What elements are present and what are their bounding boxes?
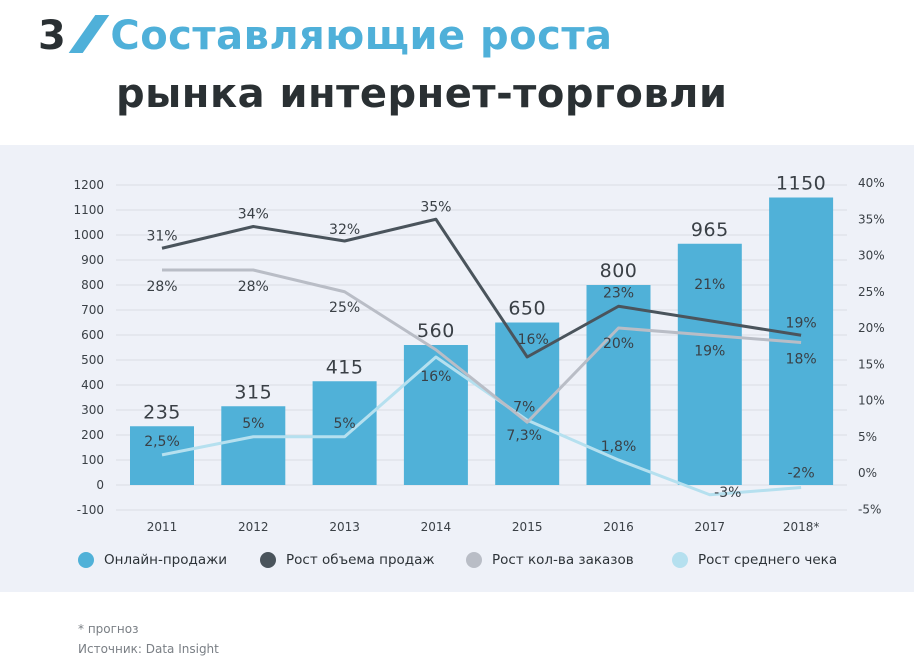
line-value-label: 16%: [518, 332, 549, 348]
left-tick-label: 800: [81, 278, 104, 292]
x-tick-label: 2012: [238, 520, 269, 534]
legend-label: Рост объема продаж: [286, 552, 435, 568]
line-value-label: 28%: [146, 279, 177, 295]
line-value-label: 19%: [786, 315, 817, 331]
legend-item-sales: Онлайн-продажи: [78, 552, 227, 568]
left-tick-label: 100: [81, 453, 104, 467]
bar-value-label: 650: [508, 298, 546, 320]
bar-value-label: 235: [143, 401, 181, 423]
left-tick-label: 600: [81, 328, 104, 342]
left-tick-label: 1200: [73, 178, 104, 192]
line-value-label: 31%: [146, 228, 177, 244]
right-tick-label: 40%: [858, 176, 885, 190]
left-tick-label: 700: [81, 303, 104, 317]
bar-value-label: 415: [326, 356, 364, 378]
line-value-label: 20%: [603, 336, 634, 352]
line-value-label: 18%: [786, 352, 817, 368]
line-value-label: 7%: [513, 399, 535, 415]
x-tick-label: 2014: [421, 520, 452, 534]
left-tick-label: 900: [81, 253, 104, 267]
legend-dot: [78, 552, 94, 568]
legend: Онлайн-продажи Рост объема продаж Рост к…: [0, 552, 914, 572]
left-tick-label: 500: [81, 353, 104, 367]
right-tick-label: 10%: [858, 394, 885, 408]
series-line-3: [161, 355, 802, 497]
line-value-label: 19%: [694, 343, 725, 359]
line-value-label: 16%: [420, 369, 451, 385]
legend-item-volume: Рост объема продаж: [260, 552, 435, 568]
right-tick-label: 25%: [858, 285, 885, 299]
right-tick-label: 30%: [858, 249, 885, 263]
legend-label: Рост кол-ва заказов: [492, 552, 634, 568]
x-tick-label: 2015: [512, 520, 543, 534]
bar: [586, 285, 651, 485]
title-line-1: 3 Составляющие роста: [38, 12, 613, 60]
line-value-label: 34%: [238, 207, 269, 223]
legend-dot: [260, 552, 276, 568]
legend-label: Рост среднего чека: [698, 552, 838, 568]
line-value-label: 35%: [420, 199, 451, 215]
title-line-2: рынка интернет-торговли: [116, 71, 728, 117]
right-tick-label: 35%: [858, 212, 885, 226]
bar: [677, 243, 742, 485]
bar-value-label: 315: [234, 381, 272, 403]
bar: [221, 406, 286, 485]
left-tick-label: -100: [77, 503, 104, 517]
left-tick-label: 400: [81, 378, 104, 392]
bar: [130, 426, 194, 485]
x-tick-label: 2013: [329, 520, 360, 534]
legend-item-check: Рост среднего чека: [672, 552, 837, 568]
bar-value-label: 560: [417, 320, 455, 342]
title-text-1: Составляющие роста: [110, 13, 613, 59]
right-tick-label: 15%: [858, 357, 885, 371]
line-value-label: 32%: [329, 222, 360, 238]
source: Источник: Data Insight: [78, 642, 219, 656]
line-value-label: 23%: [603, 285, 634, 301]
left-tick-label: 1000: [73, 228, 104, 242]
right-tick-label: 5%: [858, 430, 877, 444]
left-tick-label: 1100: [73, 203, 104, 217]
line-value-label: 2,5%: [144, 434, 180, 450]
legend-label: Онлайн-продажи: [104, 552, 228, 568]
x-tick-label: 2016: [603, 520, 634, 534]
line-value-label: 5%: [333, 416, 355, 432]
bar-value-label: 800: [600, 260, 638, 282]
x-tick-label: 2017: [695, 520, 726, 534]
right-tick-label: 20%: [858, 321, 885, 335]
line-value-label: 7,3%: [506, 428, 542, 444]
line-value-label: 28%: [238, 279, 269, 295]
line-value-label: -3%: [714, 485, 741, 501]
legend-dot: [672, 552, 688, 568]
line-value-label: 1,8%: [601, 439, 637, 455]
series-line-2: [162, 268, 802, 424]
series-line-1: [161, 217, 802, 359]
x-tick-label: 2018*: [783, 520, 820, 534]
line-value-label: -2%: [787, 466, 814, 482]
section-number: 3: [38, 13, 67, 59]
line-value-label: 21%: [694, 277, 725, 293]
line-value-label: 25%: [329, 300, 360, 316]
left-tick-label: 300: [81, 403, 104, 417]
left-tick-label: 200: [81, 428, 104, 442]
bar-value-label: 1150: [776, 173, 826, 195]
right-tick-label: -5%: [858, 502, 881, 516]
bar: [312, 381, 377, 485]
left-tick-label: 0: [96, 478, 104, 492]
legend-dot: [466, 552, 482, 568]
line-value-label: 5%: [242, 416, 264, 432]
bar-value-label: 965: [691, 219, 729, 241]
legend-item-orders: Рост кол-ва заказов: [466, 552, 634, 568]
right-tick-label: 0%: [858, 466, 877, 480]
x-tick-label: 2011: [147, 520, 178, 534]
footnote: * прогноз: [78, 622, 139, 636]
